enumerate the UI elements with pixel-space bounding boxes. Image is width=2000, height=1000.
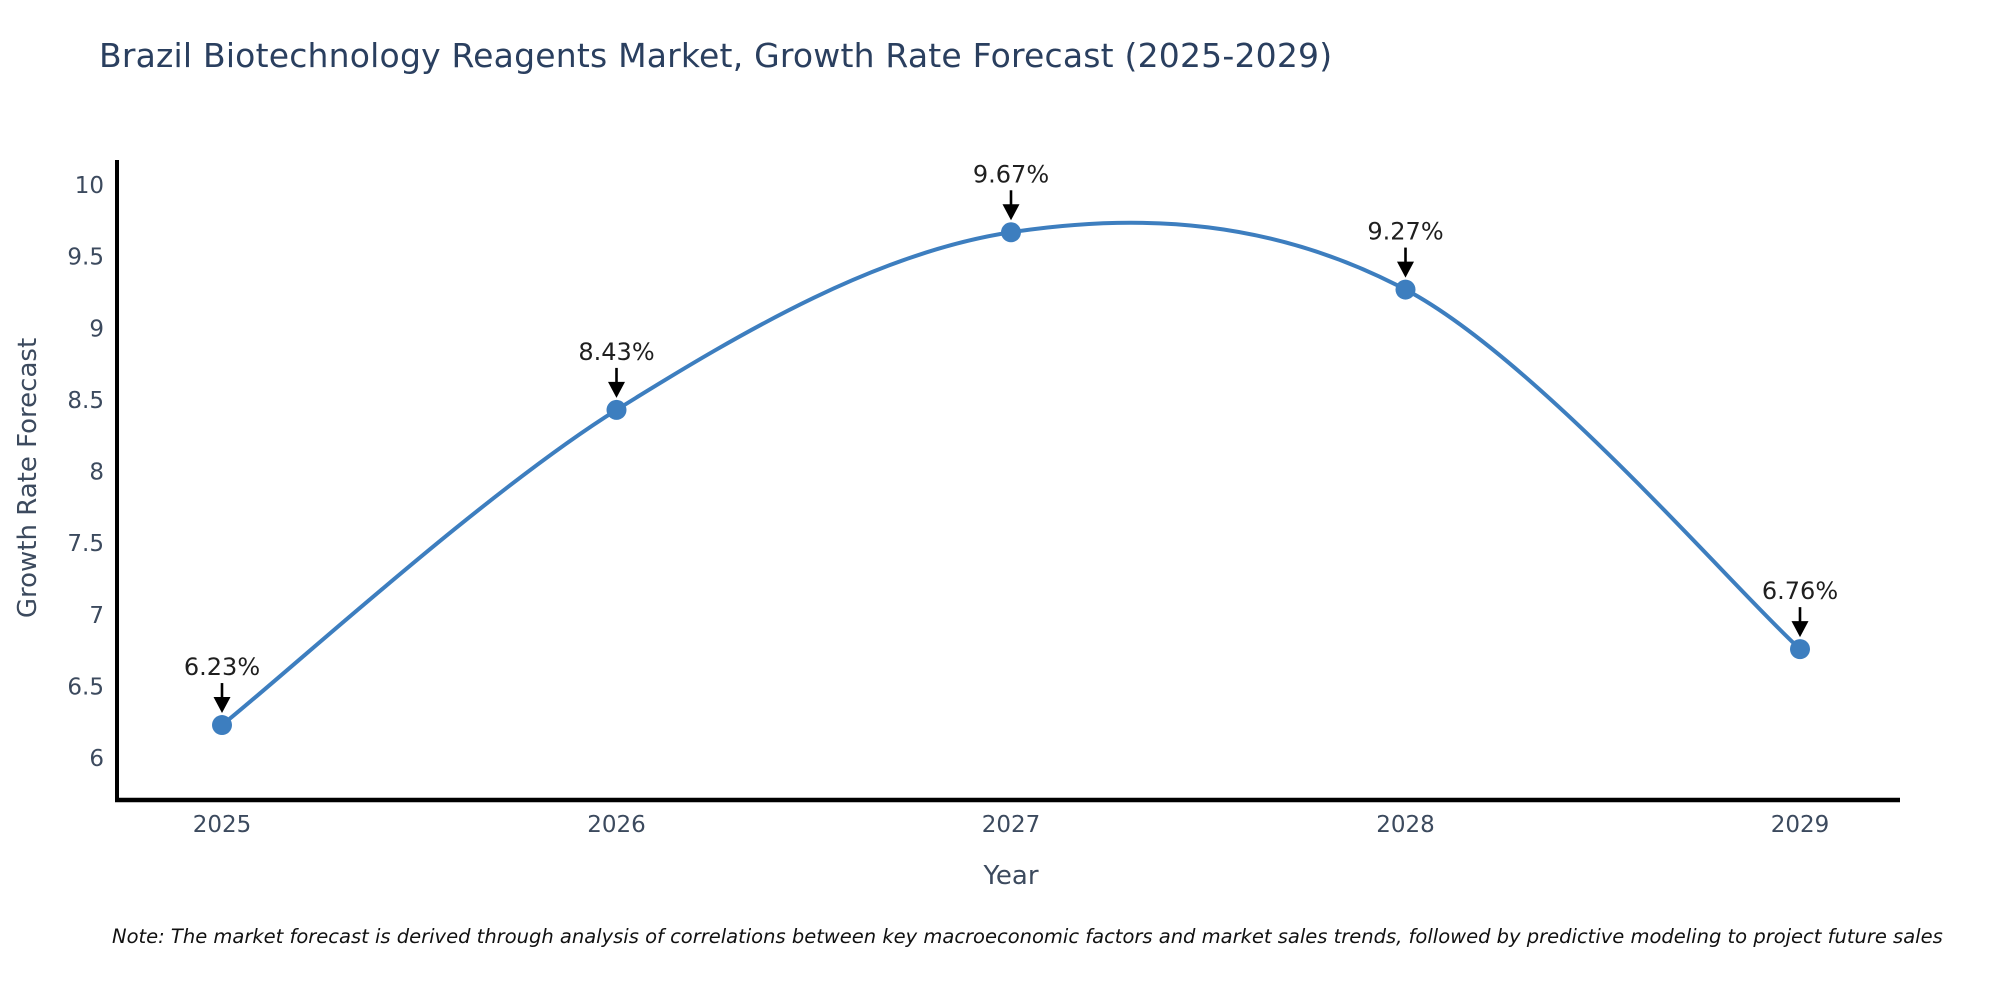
y-tick-label-7: 7 bbox=[89, 603, 104, 629]
forecast-line bbox=[220, 220, 1802, 728]
annotation-arrowhead-2029 bbox=[1791, 621, 1809, 638]
data-point-2028 bbox=[1395, 279, 1416, 300]
y-tick-label-9.5: 9.5 bbox=[67, 245, 104, 271]
x-axis-label: Year bbox=[983, 861, 1039, 891]
data-point-2027 bbox=[1001, 222, 1021, 243]
footnote: Note: The market forecast is derived thr… bbox=[112, 925, 1943, 948]
y-tick-label-7.5: 7.5 bbox=[67, 531, 104, 557]
x-tick-label-2025: 2025 bbox=[193, 812, 252, 838]
point-value-label-2025: 6.23% bbox=[184, 653, 260, 681]
x-tick-label-2029: 2029 bbox=[1771, 812, 1830, 838]
chart-title: Brazil Biotechnology Reagents Market, Gr… bbox=[99, 36, 1333, 75]
point-value-label-2029: 6.76% bbox=[1762, 577, 1838, 605]
y-tick-label-6: 6 bbox=[89, 746, 104, 772]
point-value-label-2027: 9.67% bbox=[973, 160, 1049, 188]
data-point-2029 bbox=[1790, 639, 1810, 660]
annotation-arrowhead-2028 bbox=[1397, 261, 1414, 278]
annotation-arrowhead-2025 bbox=[213, 697, 231, 714]
y-tick-label-8: 8 bbox=[89, 460, 104, 486]
point-value-label-2028: 9.27% bbox=[1367, 218, 1443, 246]
data-point-2025 bbox=[212, 715, 232, 736]
y-tick-label-10: 10 bbox=[75, 173, 104, 199]
x-tick-label-2027: 2027 bbox=[982, 812, 1041, 838]
annotation-arrowhead-2026 bbox=[608, 381, 625, 398]
data-point-2026 bbox=[606, 399, 627, 420]
y-tick-label-8.5: 8.5 bbox=[67, 388, 104, 414]
y-tick-label-9: 9 bbox=[89, 316, 104, 342]
x-tick-label-2028: 2028 bbox=[1376, 812, 1435, 838]
annotation-arrowhead-2027 bbox=[1002, 204, 1020, 221]
x-tick-label-2026: 2026 bbox=[587, 812, 646, 838]
point-value-label-2026: 8.43% bbox=[578, 338, 654, 366]
y-tick-label-6.5: 6.5 bbox=[67, 674, 104, 700]
